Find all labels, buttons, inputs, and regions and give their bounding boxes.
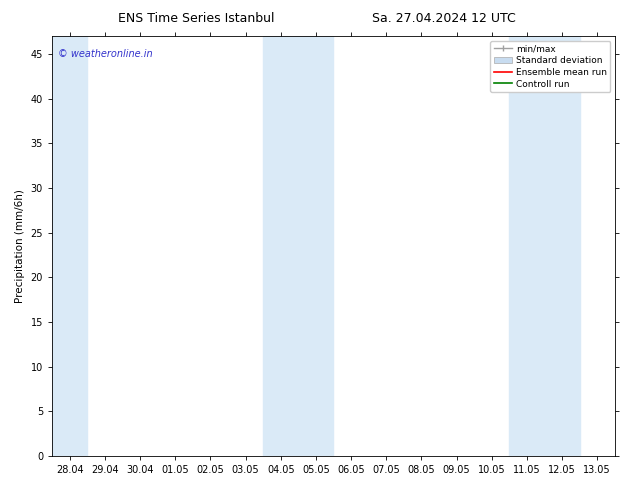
Legend: min/max, Standard deviation, Ensemble mean run, Controll run: min/max, Standard deviation, Ensemble me… bbox=[491, 41, 611, 92]
Bar bbox=[52, 36, 87, 456]
Text: Sa. 27.04.2024 12 UTC: Sa. 27.04.2024 12 UTC bbox=[372, 12, 515, 25]
Text: © weatheronline.in: © weatheronline.in bbox=[58, 49, 152, 59]
Bar bbox=[263, 36, 333, 456]
Text: ENS Time Series Istanbul: ENS Time Series Istanbul bbox=[119, 12, 275, 25]
Bar bbox=[509, 36, 579, 456]
Y-axis label: Precipitation (mm/6h): Precipitation (mm/6h) bbox=[15, 189, 25, 303]
